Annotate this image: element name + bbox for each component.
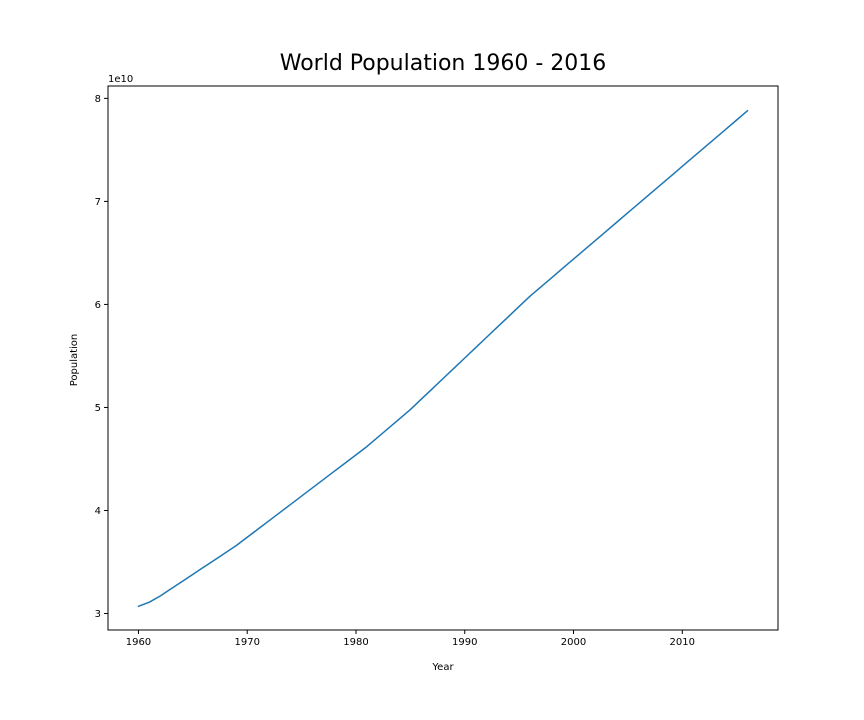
x-tick-label: 2000 [561,637,586,648]
x-tick-label: 1970 [234,637,259,648]
y-axis-offset-label: 1e10 [108,74,133,85]
x-axis-ticks: 1960 1970 1980 1990 2000 2010 [126,630,695,648]
population-line [137,109,749,608]
x-axis-label: Year [431,662,454,673]
x-tick-label: 1960 [126,637,151,648]
x-tick-label: 1990 [452,637,477,648]
y-tick-label: 3 [95,609,101,620]
x-tick-label: 2010 [670,637,695,648]
x-tick-label: 1980 [343,637,368,648]
y-tick-label: 7 [95,197,101,208]
y-tick-label: 4 [95,506,101,517]
plot-area-frame [107,85,779,631]
y-tick-label: 8 [95,94,101,105]
y-axis-ticks: 3 4 5 6 7 8 [95,94,108,620]
y-tick-label: 5 [95,403,101,414]
y-tick-label: 6 [95,300,101,311]
y-axis-label: Population [69,334,80,387]
chart-title: World Population 1960 - 2016 [280,51,607,76]
